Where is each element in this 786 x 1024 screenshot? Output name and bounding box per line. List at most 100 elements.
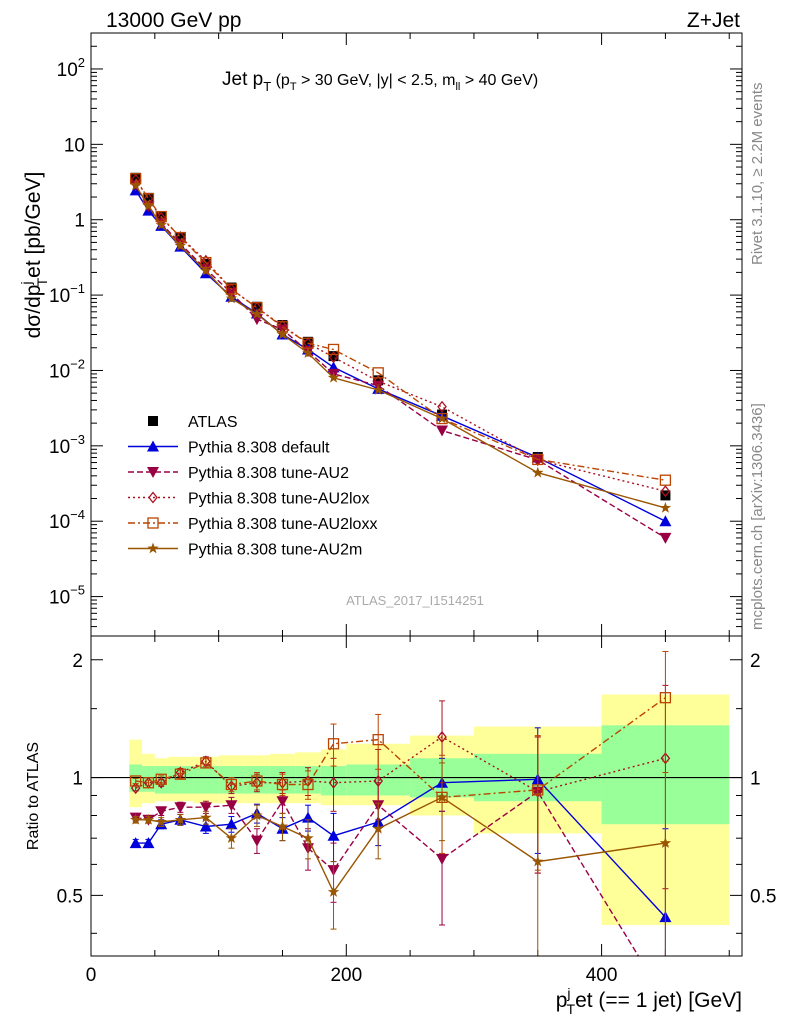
ratio-point-au2m — [532, 855, 544, 867]
point-atlas — [303, 336, 313, 347]
point-au2m — [276, 328, 289, 340]
header-energy: 13000 GeV pp — [106, 9, 241, 32]
legend-marker-au2m — [147, 542, 159, 554]
point-au2m — [302, 347, 314, 358]
ratio-point-au2loxx — [372, 733, 384, 746]
point-au2m — [659, 501, 672, 513]
ratio-point-au2lox — [373, 774, 384, 788]
ratio-point-au2m — [276, 820, 289, 832]
point-au2 — [436, 425, 449, 437]
series-line-au2 — [135, 185, 666, 539]
ratio-point-au2m — [372, 822, 384, 834]
point-au2m — [436, 412, 448, 424]
legend-label: Pythia 8.308 tune-AU2m — [188, 542, 362, 559]
ratio-point-au2m — [200, 811, 212, 823]
point-atlas — [200, 258, 211, 269]
x-tick-label: 400 — [586, 965, 618, 986]
ylabel-sup: j — [18, 281, 34, 285]
legend-label: Pythia 8.308 tune-AU2lox — [188, 491, 369, 508]
ratio-point-au2 — [174, 802, 187, 814]
title-main: Jet p — [222, 69, 263, 90]
y-tick-label: 10 — [64, 135, 85, 156]
y-tick-base: 10 — [57, 60, 78, 81]
y-tick-label: 10−4 — [49, 507, 85, 533]
y-tick-base: 10 — [49, 588, 70, 609]
y-tick-base: 10 — [49, 361, 70, 382]
y-axis-label: dσ/dpjTet [pb/GeV] — [18, 172, 50, 339]
title-cut1: > 30 GeV, |y| < 2.5, m — [297, 72, 456, 89]
y-tick-exponent: −2 — [70, 356, 85, 371]
y-tick-label: 10−1 — [49, 281, 85, 307]
legend-item-default: Pythia 8.308 default — [128, 440, 330, 457]
x-axis-label: pj Tet (== 1 jet) [GeV] — [556, 985, 742, 1017]
xlabel-a: p — [556, 989, 568, 1012]
point-au2lox — [328, 351, 339, 364]
ratio-point-au2loxx — [327, 738, 340, 750]
ratio-point-au2m — [302, 832, 314, 844]
ratio-point-au2loxx — [174, 768, 187, 780]
ylabel-a: dσ/dp — [22, 285, 45, 339]
point-au2loxx — [372, 367, 384, 379]
point-atlas — [143, 192, 154, 203]
point-atlas — [328, 351, 339, 362]
ratio-point-au2m — [251, 809, 263, 821]
xlabel-sub: T — [567, 1001, 576, 1017]
y-tick-label: 102 — [57, 55, 85, 81]
ratio-point-au2 — [276, 796, 289, 808]
point-default — [659, 515, 672, 527]
ratio-y-axis-label: Ratio to ATLAS — [25, 742, 42, 850]
legend-item-au2m: Pythia 8.308 tune-AU2m — [128, 542, 362, 559]
y-tick-base: 10 — [49, 437, 70, 458]
ratio-point-au2m — [142, 813, 155, 825]
ratio-panel-frame — [90, 635, 743, 957]
point-au2m — [200, 264, 212, 276]
point-au2m — [327, 371, 340, 383]
point-au2lox — [660, 485, 671, 498]
point-au2m — [225, 292, 238, 304]
ratio-tick-label: 2 — [72, 651, 83, 672]
ratio-point-au2loxx — [276, 778, 289, 791]
ratio-point-au2loxx — [659, 692, 672, 704]
legend-label: Pythia 8.308 tune-AU2loxx — [188, 516, 377, 533]
legend-marker-au2lox — [148, 491, 158, 504]
title-main-sub: T — [263, 79, 271, 94]
ratio-point-au2lox — [328, 776, 339, 789]
xlabel-b: et (== 1 jet) [GeV] — [575, 989, 742, 1012]
point-au2m — [532, 466, 544, 478]
y-tick-label: 1 — [74, 211, 85, 232]
title-ll-sub: ll — [455, 81, 460, 93]
ratio-point-au2m — [129, 813, 142, 825]
y-tick-label: 10−5 — [49, 583, 85, 609]
title-p-sub: T — [290, 81, 297, 93]
analysis-watermark: ATLAS_2017_I1514251 — [346, 593, 484, 608]
legend-label: Pythia 8.308 tune-AU2 — [188, 465, 349, 482]
series-line-au2loxx — [135, 178, 666, 481]
y-tick-exponent: −5 — [70, 583, 85, 598]
series-line-au2m — [135, 185, 666, 509]
y-tick-exponent: −1 — [70, 281, 85, 296]
legend-label: Pythia 8.308 default — [188, 440, 330, 457]
ratio-series-au2m — [129, 762, 672, 956]
legend-marker-default — [147, 440, 159, 452]
stat-uncertainty-band — [142, 766, 155, 792]
ratio-point-au2loxx — [155, 773, 167, 785]
point-au2 — [659, 532, 672, 544]
point-au2m — [251, 308, 263, 319]
legend-label: ATLAS — [188, 414, 238, 431]
x-tick-label: 200 — [330, 965, 362, 986]
title-p-open: (p — [271, 72, 290, 89]
y-tick-exponent: 2 — [78, 55, 85, 70]
ylabel-b: et [pb/GeV] — [22, 172, 45, 278]
point-au2loxx — [532, 453, 544, 466]
legend: ATLAS Pythia 8.308 default Pythia 8.308 tu… — [128, 414, 377, 559]
ratio-series — [129, 650, 672, 956]
y-tick-base: 10 — [49, 286, 70, 307]
point-atlas — [130, 172, 141, 183]
y-tick-label: 10−2 — [49, 356, 85, 382]
ratio-tick-label-right: 2 — [750, 651, 761, 672]
ratio-point-au2 — [155, 806, 168, 818]
point-au2lox — [437, 400, 447, 413]
legend-marker-au2 — [147, 467, 159, 478]
ratio-point-default — [142, 837, 155, 849]
